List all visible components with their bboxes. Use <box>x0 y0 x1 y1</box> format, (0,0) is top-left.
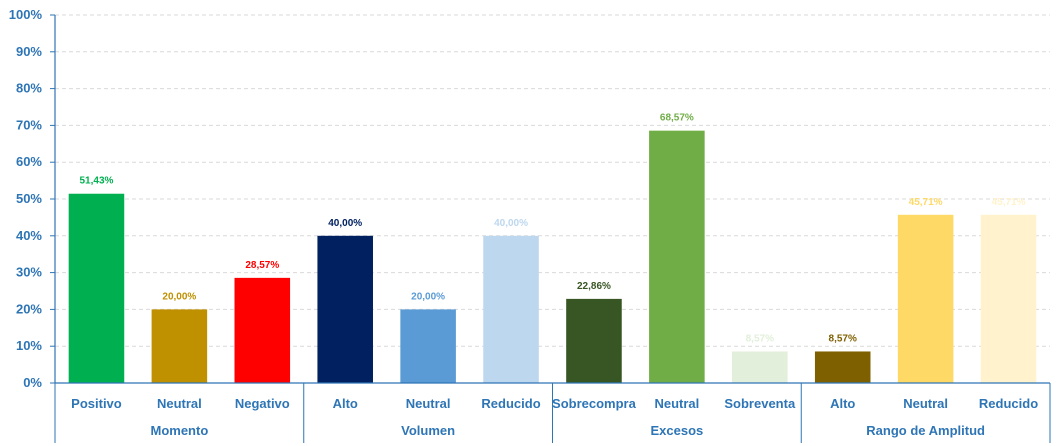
data-label: 8,57% <box>746 333 774 344</box>
y-tick-label: 10% <box>16 338 42 353</box>
gridlines <box>55 14 1050 347</box>
category-label: Alto <box>830 396 855 411</box>
y-tick-label: 50% <box>16 191 42 206</box>
category-label: Negativo <box>235 396 290 411</box>
y-tick-label: 100% <box>9 7 43 22</box>
y-tick-label: 30% <box>16 265 42 280</box>
category-label: Neutral <box>654 396 699 411</box>
group-label: Momento <box>150 423 208 438</box>
category-label: Alto <box>333 396 358 411</box>
data-label: 68,57% <box>660 113 694 124</box>
bar <box>649 130 705 383</box>
group-label: Rango de Amplitud <box>866 423 985 438</box>
bar <box>732 351 788 383</box>
data-label: 20,00% <box>162 291 196 302</box>
bar <box>151 309 208 383</box>
y-tick-label: 70% <box>16 117 42 132</box>
y-tick-label: 0% <box>23 375 42 390</box>
y-tick-label: 90% <box>16 44 42 59</box>
bar <box>400 309 456 383</box>
data-label: 40,00% <box>494 218 528 229</box>
group-label: Volumen <box>401 423 455 438</box>
y-tick-label: 40% <box>16 228 42 243</box>
category-label: Neutral <box>903 396 948 411</box>
bar <box>980 214 1037 383</box>
x-axis: Positivo Neutral Negativo Momento Alto Neutra… <box>54 382 1051 443</box>
y-tick-label: 20% <box>16 301 42 316</box>
y-tick-label: 60% <box>16 154 42 169</box>
data-label: 40,00% <box>328 218 362 229</box>
category-label: Sobreventa <box>724 396 796 411</box>
category-label: Sobrecompra <box>552 396 637 411</box>
category-label: Neutral <box>157 396 202 411</box>
bar <box>483 235 539 383</box>
category-label: Reducido <box>979 396 1038 411</box>
bars: 51,43% 20,00% 28,57% 40,00% 20,00% 40,00% 22,8… <box>68 113 1037 383</box>
data-label: 8,57% <box>829 333 857 344</box>
data-label: 51,43% <box>79 176 113 187</box>
bar <box>897 214 954 383</box>
data-label: 45,71% <box>992 197 1026 208</box>
data-label: 45,71% <box>909 197 943 208</box>
category-label: Neutral <box>406 396 451 411</box>
group-label: Excesos <box>650 423 703 438</box>
bar <box>317 235 373 383</box>
y-tick-label: 80% <box>16 81 42 96</box>
y-axis: 0% 10% 20% 30% 40% 50% 60% 70% 80% 90% 100% <box>9 7 56 390</box>
bar <box>814 351 871 383</box>
category-label: Positivo <box>71 396 122 411</box>
bar <box>566 298 622 383</box>
bar <box>234 277 291 383</box>
bar <box>68 193 125 383</box>
data-label: 20,00% <box>411 291 445 302</box>
data-label: 28,57% <box>245 260 279 271</box>
data-label: 22,86% <box>577 281 611 292</box>
category-label: Reducido <box>481 396 540 411</box>
